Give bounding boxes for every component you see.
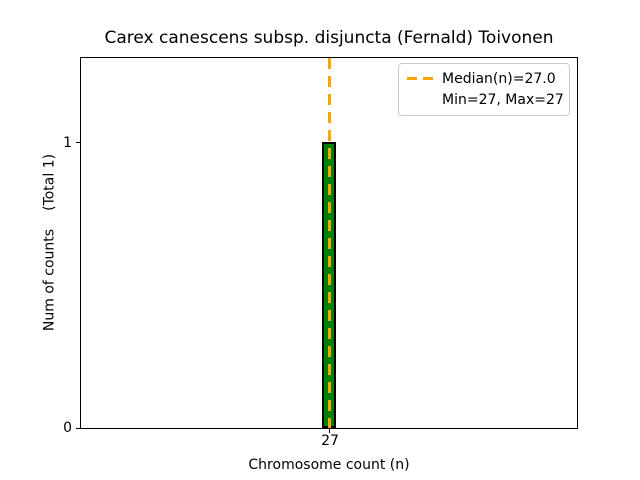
- x-axis-label: Chromosome count (n): [248, 457, 410, 473]
- dashed-line-icon: [407, 77, 433, 80]
- x-tick-mark-27: [329, 429, 330, 433]
- legend-sample-spacer: [407, 98, 433, 101]
- y-tick-mark-1: [76, 142, 80, 143]
- y-axis-label-main: Num of counts: [41, 228, 57, 332]
- y-axis-label-total: (Total 1): [41, 153, 57, 211]
- median-dashed-line: [328, 58, 331, 428]
- legend-row-median: Median(n)=27.0: [407, 68, 561, 89]
- legend: Median(n)=27.0 Min=27, Max=27: [398, 63, 570, 116]
- legend-row-minmax: Min=27, Max=27: [407, 89, 564, 110]
- chart-title: Carex canescens subsp. disjuncta (Fernal…: [104, 28, 554, 48]
- y-tick-label-0: 0: [63, 420, 72, 436]
- y-axis-label: Num of counts (Total 1): [41, 93, 58, 393]
- y-tick-label-1: 1: [63, 135, 72, 151]
- plot-area: Median(n)=27.0 Min=27, Max=27: [80, 57, 578, 429]
- legend-minmax-label: Min=27, Max=27: [442, 91, 564, 108]
- legend-median-label: Median(n)=27.0: [442, 70, 556, 87]
- y-tick-mark-0: [76, 428, 80, 429]
- x-tick-label-27: 27: [321, 433, 339, 449]
